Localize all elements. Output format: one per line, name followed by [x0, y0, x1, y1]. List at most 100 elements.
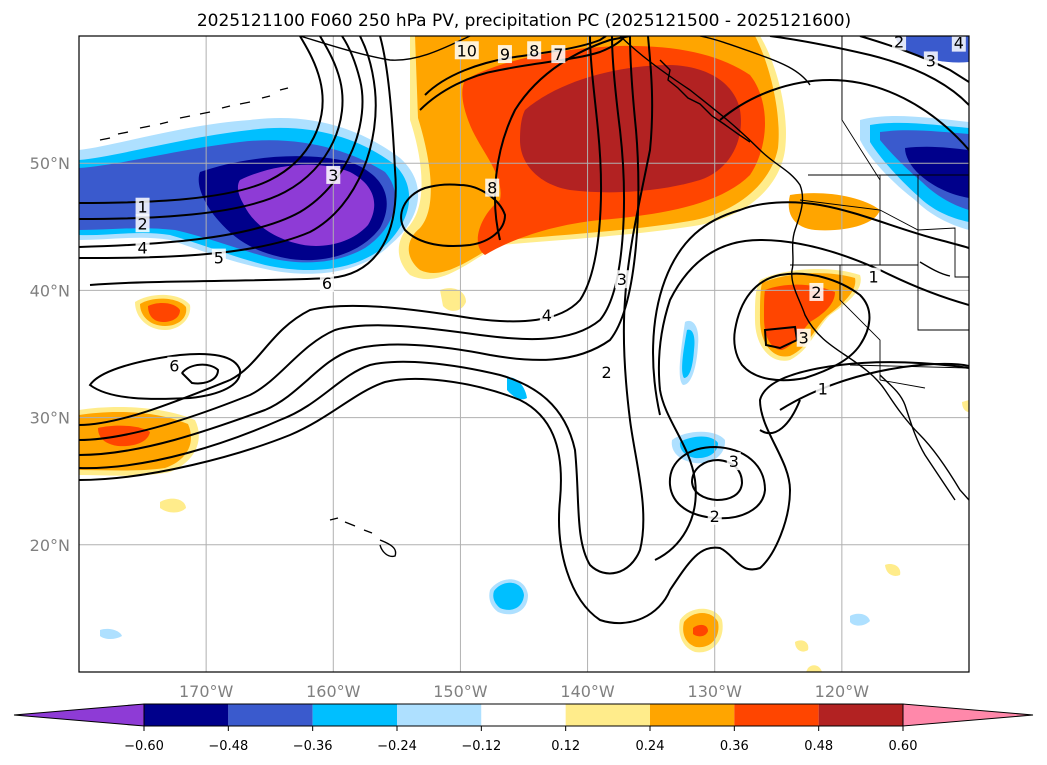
- coast-bc-inner: [659, 59, 751, 143]
- contour-label-halo: [707, 506, 722, 525]
- coast-aleutians: [99, 87, 289, 141]
- border-id: [879, 175, 969, 278]
- colorbar-tick-label: −0.24: [377, 739, 417, 754]
- shade-neg-ne-top: [895, 36, 969, 63]
- pv-contour-ne: [769, 36, 969, 106]
- coast-alaska: [299, 36, 471, 61]
- contour-label: 6: [322, 274, 332, 293]
- border-bc-ab: [841, 36, 881, 181]
- contour-label: 1: [869, 268, 879, 287]
- contour-label-halo: [326, 165, 341, 184]
- contour-label: 5: [214, 249, 224, 268]
- pv-contour-4: [79, 36, 364, 248]
- pv-contour-ne3: [719, 78, 969, 151]
- colorbar-tick-label: −0.36: [293, 739, 333, 754]
- border-az: [879, 379, 926, 389]
- colorbar-tick-label: 0.60: [889, 739, 918, 754]
- pv-contour-2: [79, 36, 344, 220]
- shade-pos-blob2: [440, 288, 466, 311]
- x-tick-label: 130°W: [688, 682, 743, 701]
- contour-label: 9: [500, 45, 510, 64]
- colorbar-box: [818, 704, 903, 726]
- contour-label: 2: [811, 283, 821, 302]
- contour-label: 2: [894, 32, 904, 51]
- shade-pos-blob6: [885, 564, 901, 576]
- pv-contours: [79, 36, 969, 625]
- shade-pos-blob7: [806, 665, 822, 672]
- shade-pos-darkred: [520, 65, 741, 193]
- shade-pos-blob5: [795, 640, 809, 652]
- contour-label-halo: [211, 248, 226, 267]
- contour-label: 8: [529, 41, 539, 60]
- pv-contour-c: [79, 36, 640, 456]
- colorbar-frame: [143, 703, 904, 727]
- contour-label-halo: [454, 41, 479, 60]
- contour-label-halo: [167, 356, 182, 375]
- contour-label-halo: [527, 41, 542, 60]
- pv-contour-d: [79, 36, 654, 575]
- shade-neg-purple: [237, 164, 375, 246]
- colorbar-tick-label: 0.24: [636, 739, 665, 754]
- contour-label: 2: [137, 214, 147, 233]
- pv-contour-n3: [419, 36, 626, 111]
- pv-contour-ring1: [668, 445, 767, 520]
- colorbar-extend-max: [902, 703, 1034, 727]
- shade-pos-blob8: [962, 400, 969, 412]
- y-tick-label: 50°N: [30, 154, 70, 173]
- coast-great-lakes-ish: [919, 261, 951, 277]
- shade-neg-blob6: [850, 613, 870, 626]
- colorbar-box: [144, 704, 229, 726]
- contour-label-halo: [135, 238, 150, 257]
- pv-contour-wc: [733, 272, 871, 382]
- x-tick-labels: 170°W 160°W 150°W 140°W 130°W 120°W: [179, 682, 869, 701]
- contour-label-halo: [726, 452, 741, 471]
- contour-label: 8: [487, 179, 497, 198]
- shade-pos-or: [788, 193, 880, 231]
- contour-label-halo: [866, 267, 881, 286]
- colorbar-box: [481, 704, 566, 726]
- x-tick-label: 150°W: [433, 682, 488, 701]
- colorbar-extend-min: [13, 703, 145, 727]
- contour-label: 7: [553, 45, 563, 64]
- pv-contour-1ca2: [759, 399, 801, 435]
- contour-label-halo: [135, 197, 150, 216]
- contour-label: 3: [617, 270, 627, 289]
- x-tick-label: 170°W: [179, 682, 234, 701]
- pv-contour-b: [79, 36, 625, 441]
- colorbar-box: [228, 704, 313, 726]
- contour-label-halo: [485, 178, 500, 197]
- pv-contour-ne2: [859, 36, 969, 83]
- coast-alaska-gulf: [699, 36, 811, 86]
- pv-contour-3: [652, 201, 969, 416]
- contour-label-halo: [796, 328, 811, 347]
- pv-contour-e: [79, 361, 969, 625]
- shade-neg-blob5: [100, 628, 122, 639]
- colorbar-tick-label: −0.48: [208, 739, 248, 754]
- contour-label-halo: [551, 45, 566, 64]
- pv-contour-1ca: [779, 362, 969, 411]
- colorbar-tick-label: 0.48: [804, 739, 833, 754]
- shade-pos-blob4: [160, 498, 186, 513]
- chart-title: 2025121100 F060 250 hPa PV, precipitatio…: [197, 11, 851, 31]
- colorbar-tick-label: 0.12: [551, 739, 580, 754]
- x-tick-label: 120°W: [815, 682, 870, 701]
- contour-label-halo: [951, 36, 966, 52]
- coast-bc: [619, 36, 969, 501]
- pv-contour-wc-inner: [763, 325, 799, 350]
- contour-label: 3: [926, 51, 936, 70]
- shade-pos-blob3-red: [693, 624, 708, 637]
- border-nv-ut: [917, 175, 969, 331]
- contour-label-halo: [599, 363, 614, 382]
- contour-label-halo: [815, 379, 830, 398]
- contour-label: 1: [137, 198, 147, 217]
- pv-contour-1: [79, 36, 324, 204]
- shade-neg-blob1-cyan: [493, 582, 524, 610]
- colorbar-tick-label: 0.36: [720, 739, 749, 754]
- pv-contour-6: [89, 36, 397, 286]
- colorbar-box: [650, 704, 735, 726]
- pv-contour-n2: [400, 183, 507, 248]
